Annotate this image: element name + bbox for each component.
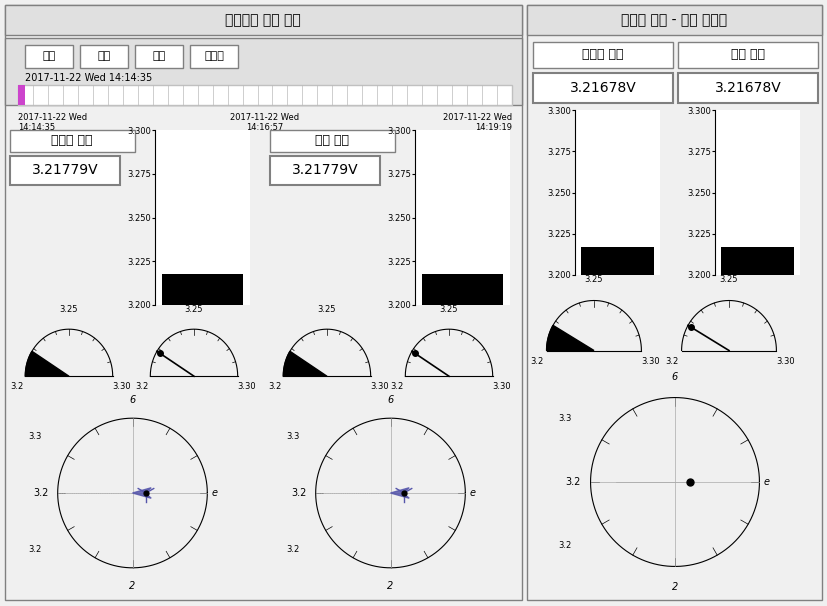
Text: 3.21779V: 3.21779V [31,163,98,177]
Text: 3.3: 3.3 [28,433,41,441]
Bar [18,85,25,105]
Polygon shape [390,488,409,498]
Bar [135,45,183,68]
Bar [80,45,128,68]
Bar [162,274,243,305]
Text: 다음: 다음 [152,51,165,61]
Text: 3.30: 3.30 [492,382,511,391]
Text: 3.2: 3.2 [559,541,572,550]
Bar [18,85,512,105]
Text: 3.2: 3.2 [530,356,543,365]
Bar [527,5,822,600]
Text: 3.2: 3.2 [291,488,307,498]
Text: 3.30: 3.30 [777,356,796,365]
Text: 마지막: 마지막 [204,51,224,61]
Bar [527,5,822,35]
Polygon shape [132,488,151,498]
Text: 6: 6 [129,395,136,405]
Bar [533,42,673,68]
Polygon shape [547,325,594,350]
Text: 3.21678V: 3.21678V [570,81,636,95]
Text: 3.2: 3.2 [286,545,299,554]
Polygon shape [26,351,69,376]
Bar [10,130,135,152]
Text: 3.25: 3.25 [719,276,739,284]
Text: 2: 2 [129,581,136,591]
Bar [721,247,794,275]
Text: 3.30: 3.30 [237,382,256,391]
Bar [533,73,673,103]
Text: 3.25: 3.25 [318,305,337,314]
Bar [678,42,818,68]
Bar [581,247,653,275]
Text: 3.25: 3.25 [585,276,603,284]
Text: e: e [763,477,770,487]
Text: 키형 선택: 키형 선택 [315,135,349,147]
Text: 3.2: 3.2 [135,382,148,391]
Text: 6: 6 [672,372,678,382]
Text: 3.2: 3.2 [390,382,404,391]
Text: 3.21779V: 3.21779V [292,163,358,177]
Bar [422,274,503,305]
Bar [25,45,73,68]
Text: 3.30: 3.30 [370,382,389,391]
Text: 3.2: 3.2 [10,382,23,391]
Text: 이전: 이전 [98,51,111,61]
Bar [10,156,120,185]
Text: 2017-11-22 Wed
14:14:35: 2017-11-22 Wed 14:14:35 [18,113,87,132]
Text: 6: 6 [387,395,394,405]
Text: 처음: 처음 [42,51,55,61]
Text: 키형 선택: 키형 선택 [731,48,765,61]
Text: 3.2: 3.2 [33,488,49,498]
Text: 3.21678V: 3.21678V [715,81,782,95]
Text: 3.3: 3.3 [558,414,572,423]
Text: 실시간 정보 - 가장 최근값: 실시간 정보 - 가장 최근값 [621,13,727,27]
Text: 3.25: 3.25 [184,305,203,314]
Polygon shape [284,351,327,376]
Bar [5,5,522,35]
Bar [678,73,818,103]
Text: 그룹형 선택: 그룹형 선택 [582,48,624,61]
Text: 2017-11-22 Wed 14:14:35: 2017-11-22 Wed 14:14:35 [25,73,152,83]
Text: 3.2: 3.2 [28,545,41,554]
Text: 3.2: 3.2 [268,382,281,391]
Bar [270,156,380,185]
Text: 3.30: 3.30 [642,356,660,365]
Bar [5,38,522,105]
Text: e: e [469,488,475,498]
Bar [270,130,395,152]
Text: 2017-11-22 Wed
14:16:57: 2017-11-22 Wed 14:16:57 [231,113,299,132]
Text: 2: 2 [387,581,394,591]
Text: 3.2: 3.2 [666,356,679,365]
Bar [190,45,238,68]
Text: 3.30: 3.30 [112,382,131,391]
Text: e: e [211,488,217,498]
Text: 2: 2 [672,582,678,591]
Bar [5,5,522,600]
Text: 3.2: 3.2 [565,477,581,487]
Text: 3.3: 3.3 [286,433,299,441]
Text: 3.25: 3.25 [60,305,79,314]
Text: 3.25: 3.25 [440,305,458,314]
Text: 최근정보 기록 조회: 최근정보 기록 조회 [225,13,301,27]
Text: 그룹형 선택: 그룹형 선택 [51,135,93,147]
Text: 2017-11-22 Wed
14:19:19: 2017-11-22 Wed 14:19:19 [443,113,512,132]
